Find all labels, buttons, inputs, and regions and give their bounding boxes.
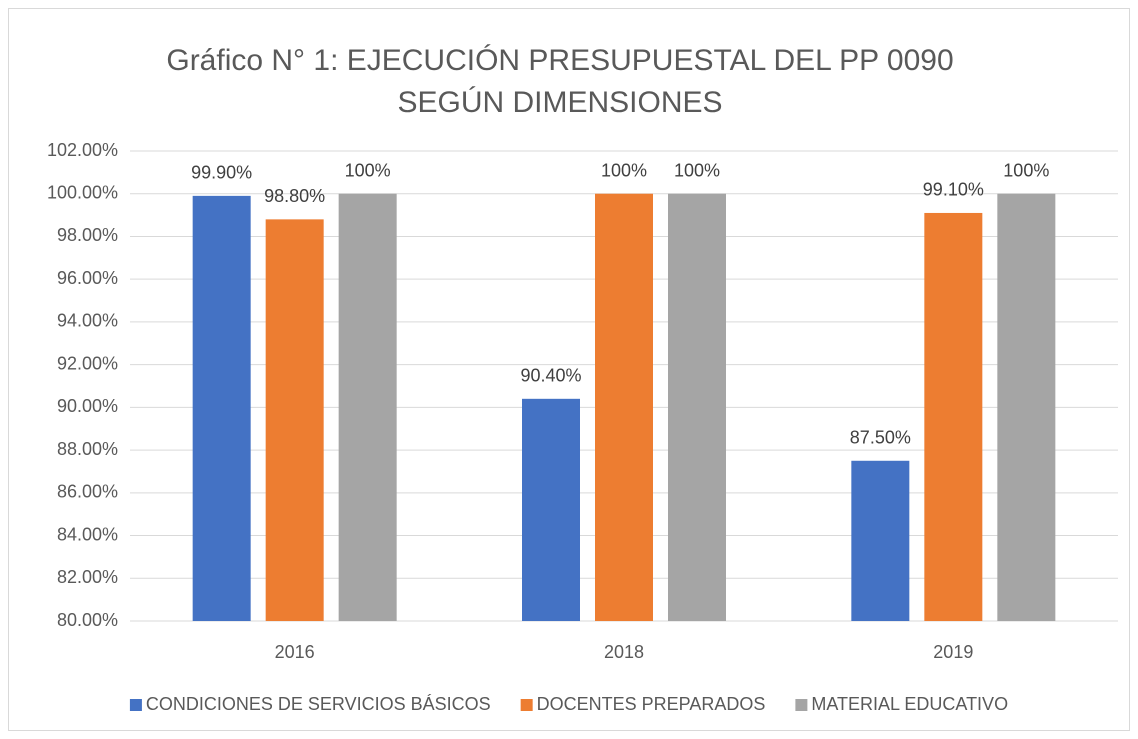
bar [338,193,397,621]
legend-swatch [795,699,808,711]
y-tick-label: 96.00% [57,268,118,288]
y-tick-label: 88.00% [57,439,118,459]
data-label: 100% [601,160,647,180]
legend-swatch [129,699,142,711]
data-label: 87.50% [850,428,911,448]
legend-swatch [520,699,533,711]
data-label: 98.80% [264,186,325,206]
data-label: 90.40% [520,366,581,386]
y-tick-label: 92.00% [57,353,118,373]
y-tick-label: 94.00% [57,311,118,331]
bar [851,460,910,621]
y-tick-label: 84.00% [57,524,118,544]
bar [265,219,324,621]
data-label: 100% [1003,160,1049,180]
bar [668,193,726,621]
y-tick-label: 90.00% [57,396,118,416]
bar [595,193,653,621]
legend-label: CONDICIONES DE SERVICIOS BÁSICOS [146,694,491,714]
legend-label: DOCENTES PREPARADOS [537,694,766,714]
legend-label: MATERIAL EDUCATIVO [811,694,1008,714]
x-tick-label: 2019 [933,642,973,662]
bar [192,195,251,621]
data-label: 100% [345,160,391,180]
y-tick-label: 80.00% [57,610,118,630]
data-label: 99.10% [923,180,984,200]
bar [997,193,1056,621]
chart-title: Gráfico N° 1: EJECUCIÓN PRESUPUESTAL DEL… [166,44,954,119]
y-tick-label: 100.00% [47,182,118,202]
data-label: 100% [674,160,720,180]
bar [522,398,580,621]
data-label: 99.90% [191,163,252,183]
y-tick-label: 86.00% [57,482,118,502]
y-tick-label: 82.00% [57,567,118,587]
y-tick-label: 98.00% [57,225,118,245]
x-tick-label: 2016 [275,642,315,662]
y-tick-label: 102.00% [47,140,118,160]
bar [924,212,983,622]
x-tick-label: 2018 [604,642,644,662]
